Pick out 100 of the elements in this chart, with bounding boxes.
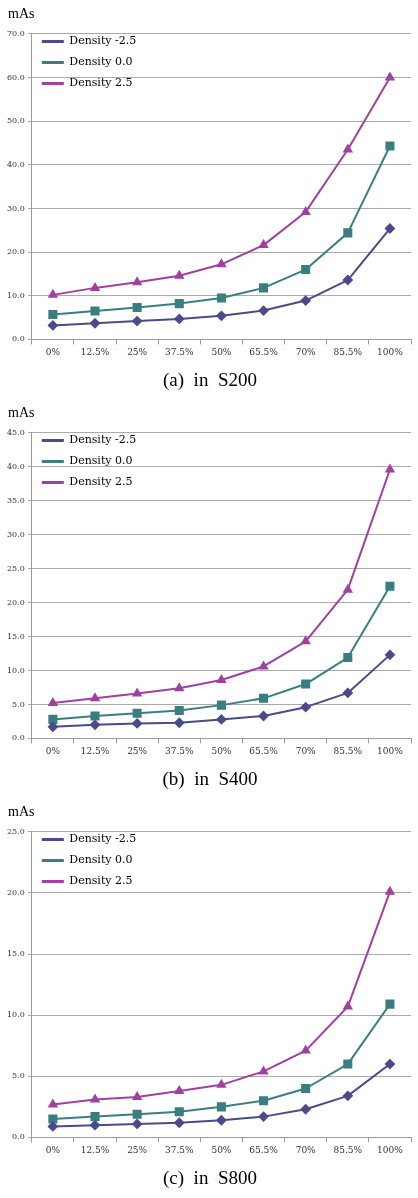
point	[343, 1001, 353, 1010]
point	[343, 584, 353, 593]
point	[132, 277, 142, 286]
y-tick-label: 5.0	[12, 699, 25, 709]
x-tick-label: 37.5%	[164, 746, 195, 757]
point	[259, 283, 269, 293]
text: (c) in S800	[163, 1166, 257, 1189]
y-tick-label: 10.0	[7, 290, 25, 300]
x-tick-label: 85.5%	[333, 746, 363, 757]
y-tick-label: 10.0	[7, 1010, 25, 1020]
point	[343, 1059, 353, 1069]
x-tick-label: 25%	[127, 746, 148, 757]
x-tick-label: 50%	[211, 746, 232, 757]
x-tick-label: 65.5%	[249, 746, 279, 757]
point	[132, 1109, 142, 1119]
y-tick-label: 20.0	[7, 247, 25, 257]
point	[132, 1118, 143, 1129]
x-tick-label: 85.5%	[333, 1145, 363, 1156]
x-tick-label: 70%	[295, 746, 317, 757]
y-tick-label: 0.0	[12, 1132, 25, 1142]
point	[343, 228, 353, 238]
point	[90, 1120, 101, 1131]
x-tick-label: 100%	[377, 1145, 404, 1156]
x-tick-label: 50%	[211, 1145, 232, 1156]
point	[259, 1096, 269, 1106]
point	[90, 318, 101, 329]
point	[132, 708, 142, 718]
x-tick-label: 85.5%	[333, 347, 363, 358]
point	[132, 303, 142, 313]
point	[342, 275, 353, 286]
y-axis-title: mAs	[8, 6, 35, 22]
point	[174, 683, 184, 692]
y-tick-label: 70.0	[7, 28, 25, 38]
x-tick-label: 0%	[45, 347, 61, 358]
point	[343, 144, 353, 153]
y-tick-label: 60.0	[7, 72, 25, 82]
x-tick-label: 65.5%	[249, 1145, 279, 1156]
point	[258, 1111, 269, 1122]
point	[342, 687, 353, 698]
point	[259, 693, 269, 703]
point	[385, 72, 395, 81]
point	[301, 265, 311, 275]
point	[174, 1117, 185, 1128]
point	[48, 698, 58, 707]
point	[300, 702, 311, 713]
y-tick-label: 30.0	[7, 203, 25, 213]
x-tick-label: 100%	[377, 347, 404, 358]
point	[385, 581, 395, 591]
point	[301, 636, 311, 645]
point	[48, 1099, 58, 1108]
point	[174, 706, 184, 716]
y-tick-label: 25.0	[7, 563, 25, 573]
point	[132, 1092, 142, 1101]
point	[301, 206, 311, 215]
legend-label: Density 0.0	[69, 853, 133, 867]
point	[384, 649, 395, 660]
point	[216, 700, 226, 710]
x-tick-label: 12.5%	[80, 746, 110, 757]
point	[301, 1045, 311, 1054]
point	[301, 1083, 311, 1094]
x-tick-label: 0%	[45, 1145, 61, 1156]
point	[90, 1112, 100, 1122]
y-tick-label: 0.0	[12, 733, 25, 743]
point	[48, 1114, 58, 1124]
point	[384, 223, 395, 234]
text: (a) in S200	[163, 368, 257, 391]
point	[132, 316, 143, 327]
x-tick-label: 12.5%	[80, 1145, 110, 1156]
legend-label: Density 2.5	[69, 475, 133, 489]
y-tick-label: 10.0	[7, 665, 25, 675]
point	[174, 717, 185, 728]
point	[216, 714, 227, 725]
point	[259, 240, 268, 249]
legend-label: Density 2.5	[69, 76, 133, 90]
x-tick-label: 65.5%	[249, 347, 279, 358]
point	[258, 710, 269, 721]
point	[48, 714, 58, 724]
legend-label: Density 0.0	[69, 454, 133, 468]
y-tick-label: 25.0	[7, 826, 25, 836]
point	[216, 1115, 227, 1126]
point	[216, 1102, 226, 1112]
point	[385, 141, 395, 151]
y-tick-label: 30.0	[7, 529, 25, 539]
point	[47, 320, 58, 331]
x-tick-label: 37.5%	[164, 1145, 195, 1156]
legend-label: Density -2.5	[69, 34, 137, 48]
x-tick-label: 12.5%	[80, 347, 110, 358]
point	[300, 1104, 311, 1115]
y-tick-label: 40.0	[7, 159, 25, 169]
text: (b) in S400	[162, 767, 258, 790]
point	[216, 259, 226, 268]
legend-label: Density -2.5	[69, 433, 137, 447]
point	[343, 653, 353, 663]
y-axis-title: mAs	[8, 804, 35, 820]
point	[47, 721, 58, 732]
point	[342, 1090, 353, 1101]
legend-label: Density -2.5	[69, 832, 137, 846]
y-tick-label: 15.0	[7, 949, 25, 959]
x-tick-label: 70%	[295, 1145, 317, 1156]
x-tick-label: 0%	[45, 746, 61, 757]
